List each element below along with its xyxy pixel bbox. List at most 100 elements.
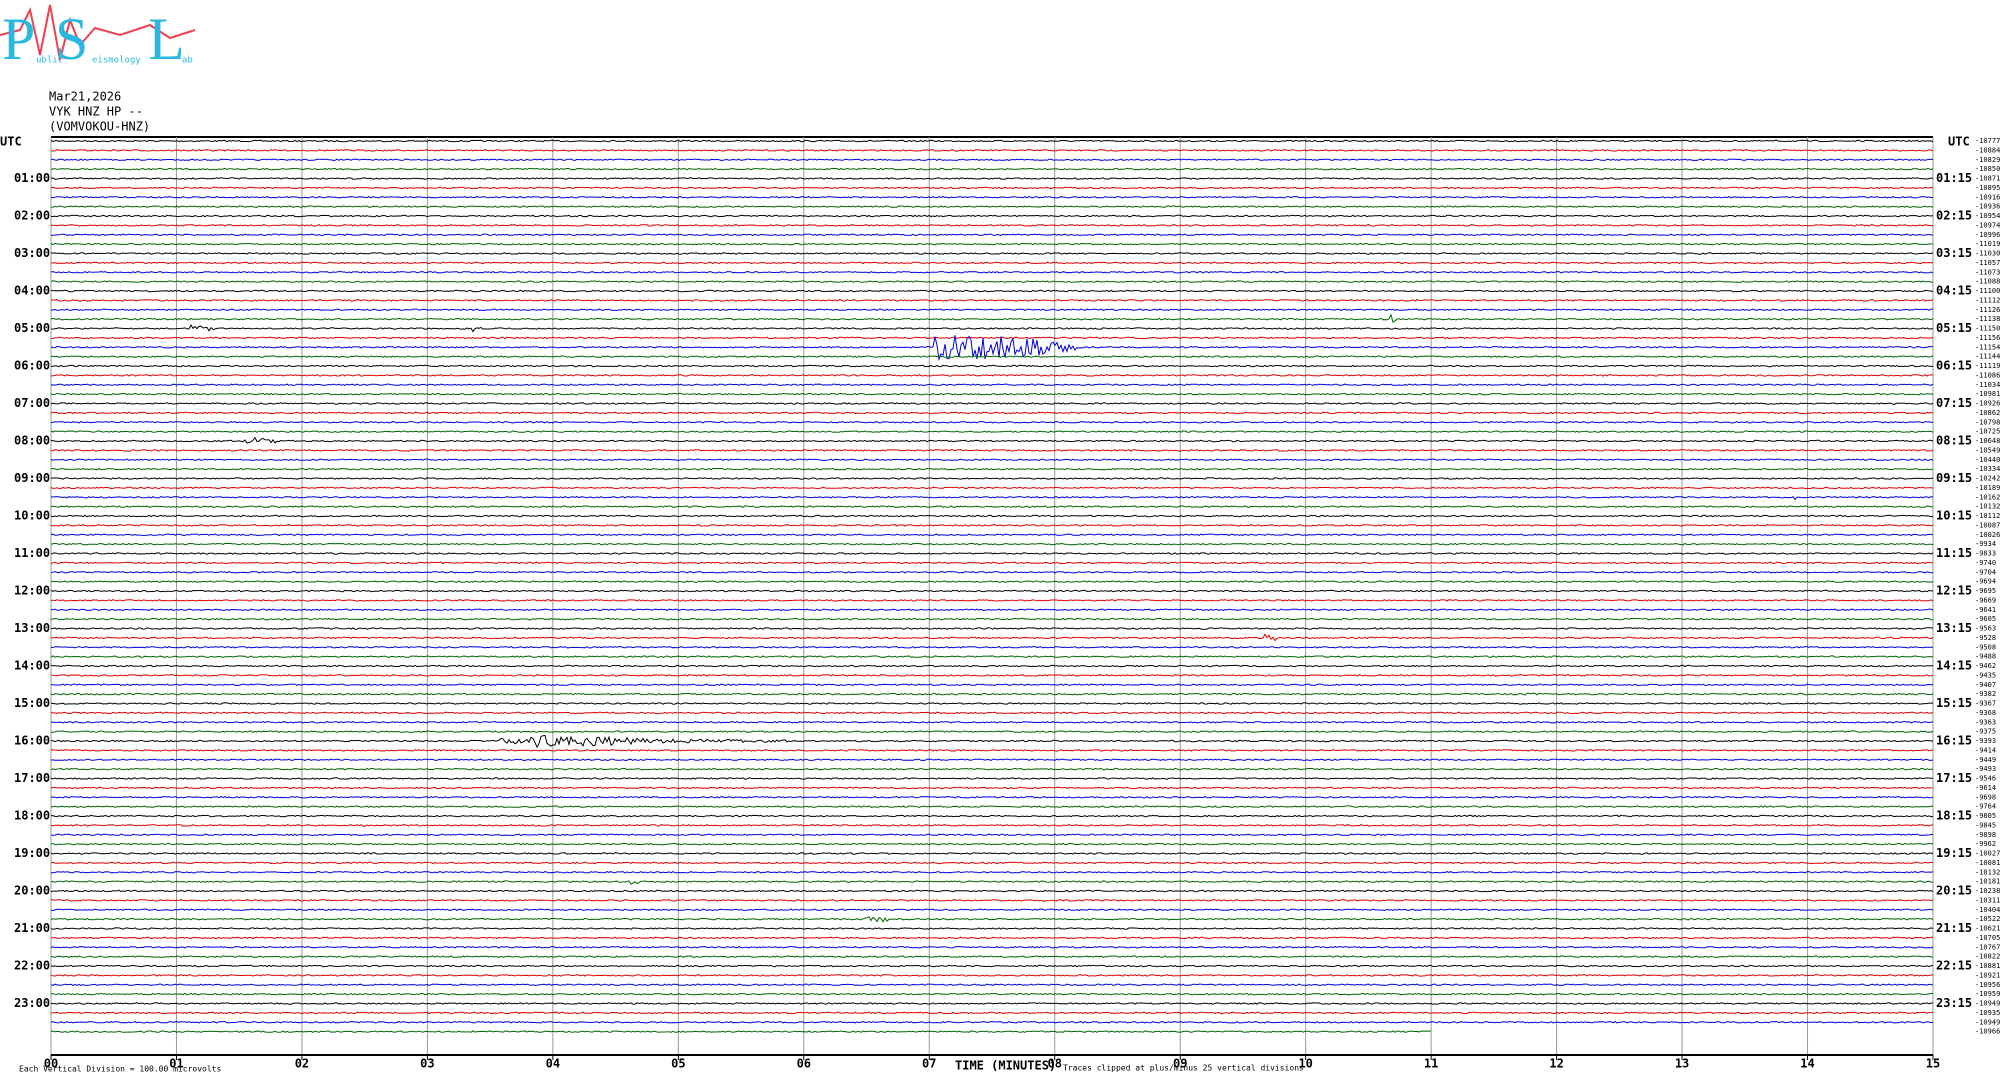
- row-offset: -10949: [1975, 1000, 2000, 1008]
- row-offset: -10935: [1975, 1009, 2000, 1017]
- trace: [50, 383, 1934, 386]
- row-offset: -10027: [1975, 850, 2000, 858]
- minute-label: 13: [1675, 1057, 1689, 1071]
- trace: [50, 617, 1934, 621]
- hour-label: 13:15: [1936, 621, 1972, 635]
- hour-label: 05:15: [1936, 321, 1972, 335]
- trace: [50, 702, 1934, 705]
- trace: [50, 430, 1934, 433]
- trace: [50, 421, 1934, 424]
- minute-label: 00: [44, 1057, 58, 1071]
- minute-label: 15: [1926, 1057, 1940, 1071]
- row-offset: -10974: [1975, 221, 2000, 229]
- row-offset: -11150: [1975, 325, 2000, 333]
- logo-word: ab: [182, 56, 193, 66]
- hour-label: 22:00: [14, 959, 50, 973]
- row-offset: -10822: [1975, 953, 2000, 961]
- logo-word: eismology: [92, 56, 141, 66]
- axis-title: TIME (MINUTES): [955, 1059, 1056, 1073]
- row-offset: -9462: [1975, 662, 1996, 670]
- row-offset: -10112: [1975, 512, 2000, 520]
- hour-label: 10:15: [1936, 509, 1972, 523]
- row-offset: -10862: [1975, 409, 2000, 417]
- trace: [50, 946, 1934, 949]
- row-offset: -10916: [1975, 193, 2000, 201]
- row-offset: -9704: [1975, 568, 1996, 576]
- hour-label: 02:00: [14, 209, 50, 223]
- trace: [51, 730, 1934, 733]
- trace: [50, 749, 1934, 752]
- row-offset: -9488: [1975, 653, 1996, 661]
- trace: [50, 355, 1934, 358]
- row-offset: -9934: [1975, 540, 1996, 548]
- trace: [50, 1002, 1934, 1005]
- row-offset: -10705: [1975, 934, 2000, 942]
- row-offset: -9435: [1975, 671, 1996, 679]
- trace: [50, 580, 1934, 583]
- hour-label: 12:15: [1936, 584, 1972, 598]
- logo-wave: [0, 4, 196, 61]
- trace: [50, 861, 1934, 865]
- row-offset: -9695: [1975, 587, 1996, 595]
- row-offset: -9382: [1975, 690, 1996, 698]
- row-offset: -11112: [1975, 296, 2000, 304]
- row-offset: -10440: [1975, 456, 2000, 464]
- trace: [50, 1011, 1934, 1015]
- trace: [50, 734, 1934, 749]
- hour-label: 15:00: [14, 696, 50, 710]
- header-name: (VOMVOKOU-HNZ): [49, 120, 150, 134]
- row-offset: -10549: [1975, 446, 2000, 454]
- row-offset: -10966: [1975, 1028, 2000, 1036]
- row-offset: -10725: [1975, 428, 2000, 436]
- trace: [50, 214, 1934, 218]
- row-offset: -9449: [1975, 756, 1996, 764]
- row-offset: -10954: [1975, 212, 2000, 220]
- logo-letter: P: [2, 6, 35, 72]
- row-offset: -10189: [1975, 484, 2000, 492]
- trace: [50, 655, 1934, 658]
- trace: [50, 899, 1934, 902]
- row-offset: -9898: [1975, 831, 1996, 839]
- row-offset: -9375: [1975, 728, 1996, 736]
- trace: [50, 271, 1934, 274]
- row-offset: -10522: [1975, 915, 2000, 923]
- trace: [50, 992, 1933, 996]
- left-utc: UTC: [0, 135, 22, 149]
- row-offset: -11019: [1975, 240, 2000, 248]
- hour-label: 08:00: [14, 434, 50, 448]
- row-offset: -10162: [1975, 493, 2000, 501]
- trace: [50, 964, 1934, 968]
- row-offset: -10959: [1975, 990, 2000, 998]
- row-offset: -10181: [1975, 878, 2000, 886]
- trace: [50, 542, 1934, 546]
- trace: [50, 289, 1934, 293]
- logo-word: ublic: [36, 56, 63, 66]
- row-offset: -11073: [1975, 268, 2000, 276]
- minute-label: 14: [1800, 1057, 1814, 1071]
- logo-letter: S: [55, 6, 88, 72]
- row-offset: -10881: [1975, 962, 2000, 970]
- trace: [50, 561, 1934, 565]
- trace: [51, 683, 1934, 686]
- row-offset: -10132: [1975, 868, 2000, 876]
- row-offset: -9764: [1975, 803, 1996, 811]
- trace: [50, 646, 1934, 649]
- trace: [50, 880, 1934, 885]
- trace: [50, 824, 1934, 827]
- row-offset: -9833: [1975, 550, 1996, 558]
- trace: [50, 692, 1934, 696]
- row-offset: -10850: [1975, 165, 2000, 173]
- row-offset: -10884: [1975, 146, 2000, 154]
- trace: [50, 335, 1933, 362]
- clip-note: Traces clipped at plus/minus 25 vertical…: [1063, 1064, 1304, 1073]
- row-offset: -11088: [1975, 278, 2000, 286]
- hour-label: 07:00: [14, 396, 50, 410]
- row-offset: -9528: [1975, 634, 1996, 642]
- row-offset: -11156: [1975, 334, 2000, 342]
- hour-label: 18:00: [14, 809, 50, 823]
- hour-label: 06:15: [1936, 359, 1972, 373]
- hour-label: 23:00: [14, 996, 50, 1010]
- row-offset: -10087: [1975, 521, 2000, 529]
- row-offset: -10936: [1975, 203, 2000, 211]
